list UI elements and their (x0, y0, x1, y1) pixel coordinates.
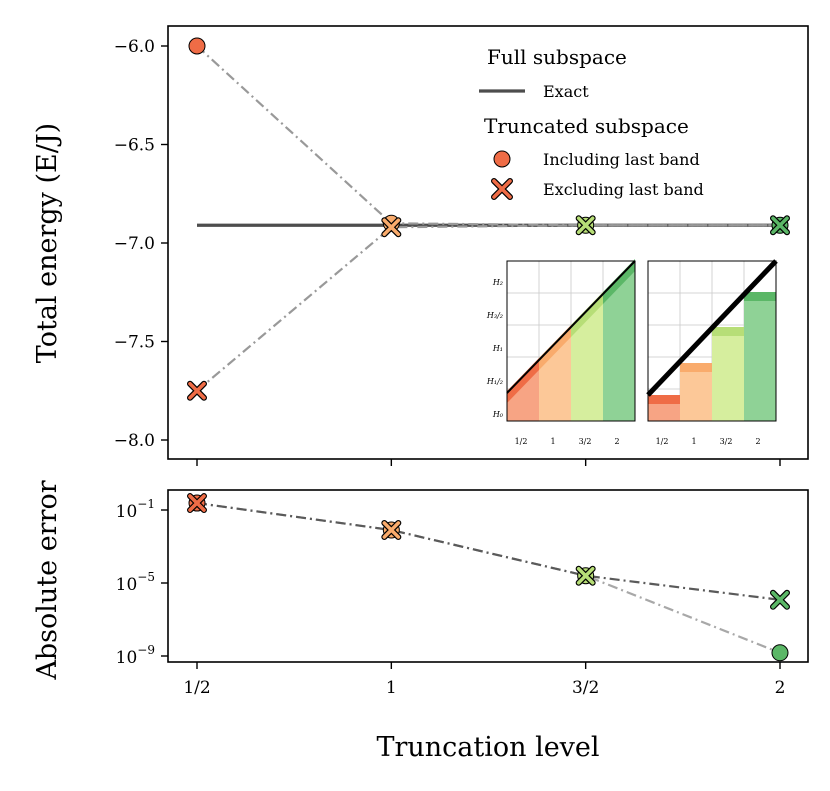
inset-y-tick-label: H₃/₂ (486, 311, 503, 320)
top-y-ticks: −6.0 −6.5 −7.0 −7.5 −8.0 (114, 37, 168, 451)
inset-including: 1/2 1 3/2 2 H₀ H₁/₂ H₁ H₃/₂ H₂ (486, 259, 636, 446)
top-circle-marker (188, 37, 206, 55)
legend-full-header: Full subspace (487, 45, 627, 69)
top-x-ticks (196, 459, 781, 466)
top-x-marker (381, 217, 402, 238)
bottom-x-ticks: 1/2 1 3/2 2 (183, 662, 785, 698)
top-y-axis-label: Total energy (E/J) (32, 123, 63, 363)
legend: Full subspace Exact Truncated subspace I… (479, 45, 704, 200)
bottom-series-markers (187, 493, 790, 662)
inset-x-tick-label: 1 (691, 437, 696, 446)
inset-band-edge (648, 395, 680, 404)
bottom-y-tick-label: 10−9 (116, 643, 155, 668)
top-series-lines (196, 45, 780, 392)
inset-band-fill (680, 363, 712, 421)
top-series-markers (187, 37, 790, 401)
top-y-tick-label: −6.0 (114, 37, 155, 57)
top-x-marker (770, 215, 790, 236)
top-x-marker (575, 215, 596, 236)
inset-diagonal (646, 259, 778, 397)
bottom-y-axis-label: Absolute error (32, 480, 63, 680)
bottom-series-line (196, 501, 781, 654)
inset-x-tick-label: 2 (614, 437, 619, 446)
inset-border (506, 260, 636, 422)
top-y-tick-label: −7.0 (114, 234, 155, 254)
inset-y-tick-label: H₂ (492, 278, 503, 287)
bottom-x-tick-label: 2 (775, 678, 786, 698)
bottom-y-ticks: 10−1 10−5 10−9 (116, 497, 168, 668)
inset-x-tick-label: 1/2 (515, 437, 528, 446)
bottom-x-tick-label: 1 (386, 678, 397, 698)
inset-diagonal (506, 260, 636, 394)
top-y-tick-label: −7.5 (114, 333, 155, 353)
bottom-y-tick-label: 10−5 (116, 570, 155, 595)
inset-band-fill (744, 292, 776, 421)
inset-x-tick-label: 2 (755, 437, 760, 446)
inset-border (647, 260, 777, 422)
top-x-marker (187, 380, 207, 401)
bottom-y-tick-label: 10−1 (116, 497, 155, 522)
top-panel: −6.0 −6.5 −7.0 −7.5 −8.0 Full subspace Exact… (32, 25, 809, 466)
bottom-plot-frame (167, 489, 809, 663)
inset-band-edge (680, 363, 712, 372)
top-y-tick-label: −6.5 (114, 136, 155, 156)
bottom-x-marker (381, 520, 402, 541)
legend-including-label: Including last band (543, 150, 700, 169)
inset-y-tick-label: H₁ (492, 344, 503, 353)
bottom-x-tick-label: 1/2 (183, 678, 210, 698)
inset-band-fill (539, 331, 571, 421)
top-series-line (196, 224, 780, 392)
legend-exact-label: Exact (543, 82, 589, 101)
bottom-x-marker (187, 493, 207, 514)
x-axis-label: Truncation level (376, 732, 599, 763)
bottom-circle-marker (771, 644, 789, 662)
legend-trunc-header: Truncated subspace (484, 114, 689, 138)
inset-excluding: 1/2 1 3/2 2 (646, 259, 778, 446)
inset-x-tick-label: 3/2 (579, 437, 592, 446)
legend-x-marker (492, 179, 512, 199)
inset-x-tick-label: 3/2 (720, 437, 733, 446)
bottom-panel: 10−1 10−5 10−9 1/2 1 3/2 2 Absolute error Tru… (32, 480, 809, 763)
legend-circle-marker (493, 150, 511, 168)
bottom-x-marker (575, 565, 596, 586)
bottom-x-tick-label: 3/2 (572, 678, 599, 698)
bottom-x-marker (770, 589, 790, 610)
inset-band-fill (603, 265, 635, 421)
inset-band-edge (744, 292, 776, 301)
inset-band-fill (712, 327, 744, 421)
inset-x-tick-label: 1/2 (656, 437, 669, 446)
inset-y-tick-label: H₀ (492, 410, 504, 419)
inset-x-tick-label: 1 (550, 437, 555, 446)
top-y-tick-label: −8.0 (114, 431, 155, 451)
legend-excluding-label: Excluding last band (543, 180, 704, 199)
bottom-series-lines (196, 501, 781, 654)
inset-y-tick-label: H₁/₂ (486, 377, 503, 386)
inset-band-edge (712, 327, 744, 336)
